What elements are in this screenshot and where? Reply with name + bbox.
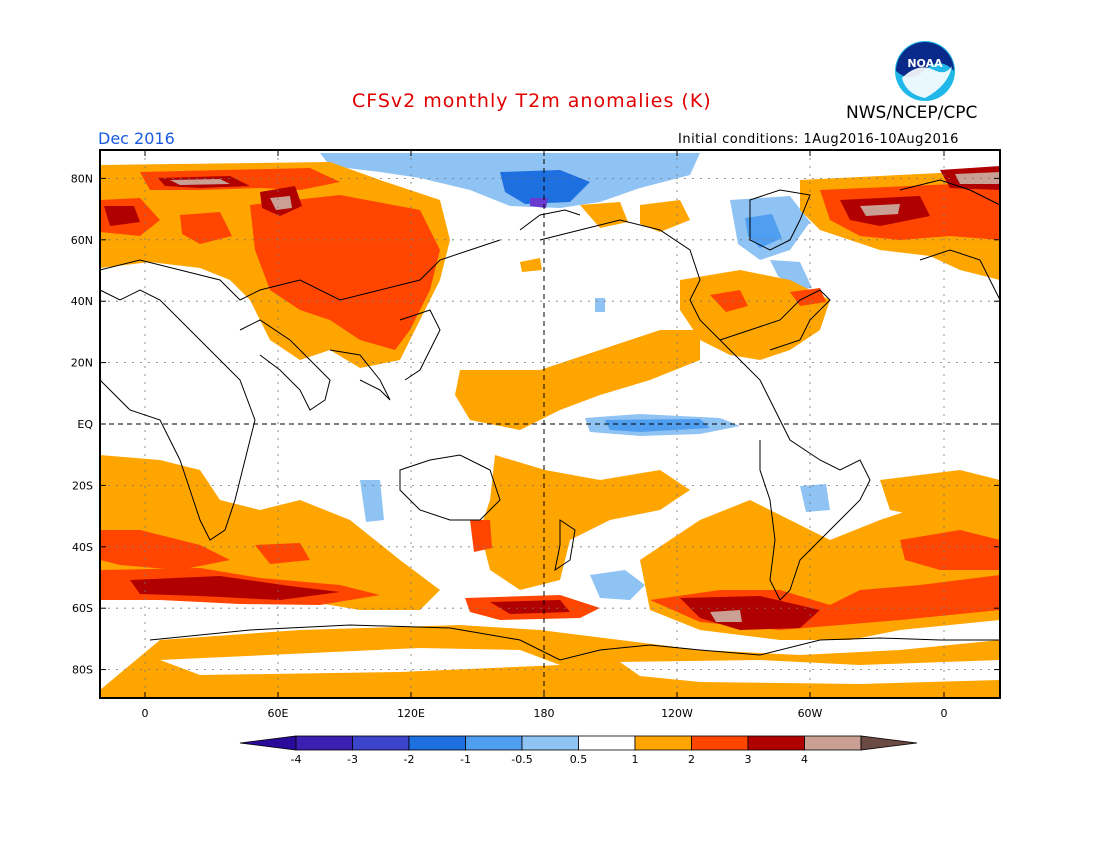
longitude-labels: 0 60E 120E 180 120W 60W 0 — [142, 707, 948, 720]
lon-label: 180 — [534, 707, 555, 720]
colorbar-box — [521, 735, 579, 751]
coastline-0 — [99, 289, 256, 541]
map-title: CFSv2 monthly T2m anomalies (K) — [352, 90, 712, 112]
lat-label: 40S — [72, 541, 93, 554]
valid-month-label: Dec 2016 — [98, 129, 175, 148]
colorbar-label: -3 — [347, 753, 358, 766]
coastline-10 — [749, 189, 811, 251]
coastline-13 — [149, 624, 1000, 661]
colorbar-box — [352, 735, 410, 751]
axis-ticks — [100, 150, 1000, 698]
lat-label: 80S — [72, 664, 93, 677]
pacific-warm-band — [455, 330, 700, 430]
colorbar-label: -0.5 — [511, 753, 532, 766]
lat-label: EQ — [77, 418, 93, 431]
graticule — [100, 150, 1000, 698]
colorbar-labels: -4 -3 -2 -1 -0.5 0.5 1 2 3 4 — [291, 753, 808, 766]
colorbar-high-arrow — [860, 735, 918, 751]
colorbar-label: 1 — [632, 753, 639, 766]
eurasia-warm2 — [250, 195, 440, 350]
lat-label: 40N — [71, 295, 93, 308]
coastline-1 — [239, 319, 331, 411]
colorbar-box — [634, 735, 692, 751]
colorbar-box — [295, 735, 353, 751]
colorbar-label: 0.5 — [570, 753, 588, 766]
colorbar-label: 4 — [801, 753, 808, 766]
lat-label: 20S — [72, 479, 93, 492]
coastline-8 — [554, 519, 576, 572]
lon-label: 60W — [798, 707, 823, 720]
colorbar-boxes — [239, 735, 918, 751]
lat-label: 80N — [71, 172, 93, 185]
coastline-2 — [329, 349, 391, 401]
lon-label: 0 — [142, 707, 149, 720]
coastlines — [99, 179, 1001, 661]
colorbar-box — [691, 735, 749, 751]
colorbar-box — [747, 735, 805, 751]
lat-label: 60S — [72, 602, 93, 615]
coastline-3 — [399, 309, 441, 381]
colorbar-box — [465, 735, 523, 751]
latitude-labels: 80N 60N 40N 20N EQ 20S 40S 60S 80S — [71, 172, 94, 676]
colorbar-label: -4 — [291, 753, 302, 766]
lat-label: 20N — [71, 357, 93, 370]
anomaly-fields — [100, 150, 1000, 698]
colorbar-label: 3 — [745, 753, 752, 766]
colorbar-label: -2 — [404, 753, 415, 766]
lat-label: 60N — [71, 234, 93, 247]
colorbar-label: 2 — [688, 753, 695, 766]
logo-text: NOAA — [907, 57, 943, 70]
coastline-7 — [399, 454, 501, 521]
coastline-9 — [519, 209, 581, 231]
coastline-4 — [99, 239, 501, 301]
noaa-logo: NOAA — [895, 41, 955, 101]
lon-label: 120E — [397, 707, 425, 720]
coastline-5 — [539, 219, 871, 601]
lon-label: 60E — [268, 707, 289, 720]
organization-label: NWS/NCEP/CPC — [846, 103, 978, 123]
colorbar-label: -1 — [460, 753, 471, 766]
coastline-12 — [919, 249, 1001, 301]
colorbar-box — [804, 735, 862, 751]
coastline-11 — [899, 179, 1001, 206]
lon-label: 120W — [661, 707, 693, 720]
lon-label: 0 — [941, 707, 948, 720]
colorbar-box — [578, 735, 636, 751]
colorbar-box — [408, 735, 466, 751]
colorbar-low-arrow — [239, 735, 297, 751]
initial-conditions-label: Initial conditions: 1Aug2016-10Aug2016 — [678, 132, 959, 147]
coastline-6 — [719, 289, 831, 351]
